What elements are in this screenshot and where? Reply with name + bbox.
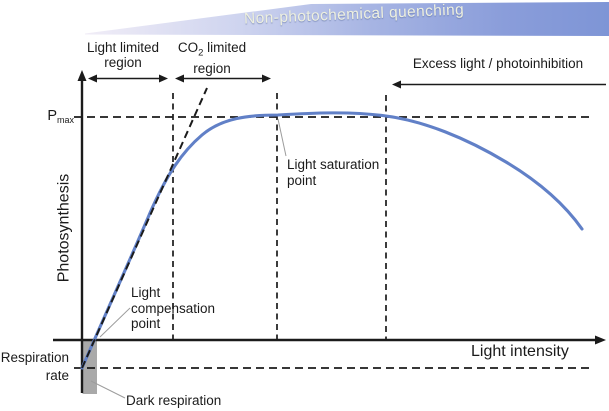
excess-light-region-label: Excess light / photoinhibition [412, 56, 584, 71]
co2-base: CO [177, 40, 199, 55]
light-limited-arrow [88, 74, 168, 83]
x-axis [53, 335, 606, 345]
dark-respiration-bar [82, 340, 97, 394]
light-limited-region-label: Light limited region [75, 40, 171, 70]
excess-light-arrow [392, 80, 606, 89]
pmax-label: Pmax [38, 109, 74, 128]
light-saturation-point-label: Light saturation point [287, 157, 380, 188]
co2-limited-line2: region [193, 60, 231, 76]
pmax-subscript: max [56, 115, 74, 125]
light-compensation-leader-line [99, 307, 131, 338]
co2-limited-arrow [175, 74, 271, 83]
initial-slope-tangent-line [81, 87, 208, 369]
y-axis-label: Photosynthesis [55, 173, 73, 283]
respiration-rate-label: Respiration rate [0, 350, 69, 383]
x-axis-label: Light intensity [471, 343, 569, 360]
dark-respiration-label: Dark respiration [126, 393, 222, 408]
light-saturation-leader-line [277, 118, 287, 157]
light-compensation-point-label: Light compensation point [131, 285, 216, 331]
co2-rest: limited [203, 40, 247, 55]
light-limited-line2: region [104, 55, 142, 70]
pmax-base: P [47, 108, 57, 124]
dark-respiration-leader-line [90, 380, 126, 399]
light-limited-line1: Light limited [86, 40, 160, 55]
co2-subscript: 2 [198, 47, 204, 59]
co2-limited-region-label: CO2 limited region [167, 40, 257, 76]
